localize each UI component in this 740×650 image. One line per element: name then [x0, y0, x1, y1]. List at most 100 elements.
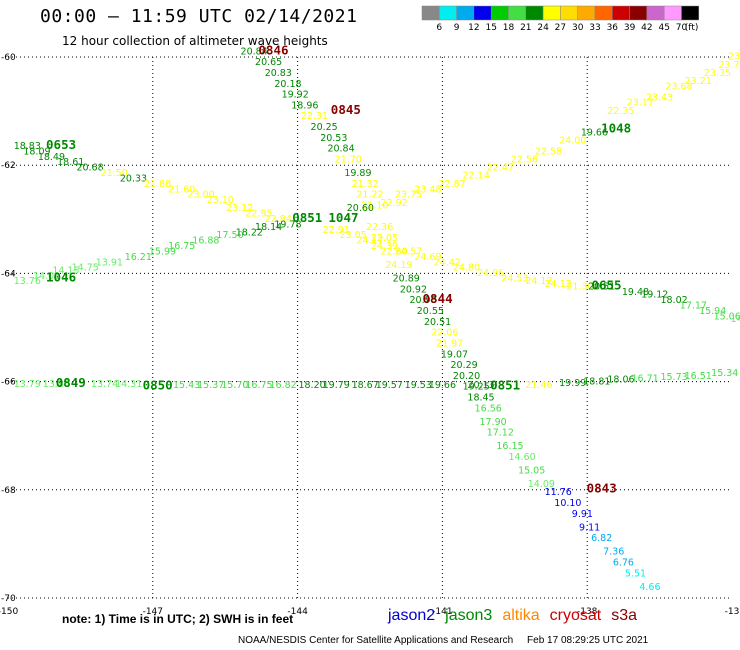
color-scale-label: 70: [676, 23, 688, 33]
swh-value: 21.32: [352, 179, 379, 190]
swh-value: 19.53: [405, 380, 432, 391]
swh-value: 20.92: [400, 284, 427, 295]
swh-value: 21.50: [101, 168, 128, 179]
swh-value: 20.29: [451, 360, 478, 371]
swh-value: 22.58: [535, 146, 562, 157]
swh-value: 15.94: [699, 306, 726, 317]
swh-value: 22.91: [323, 225, 350, 236]
swh-value: 16.88: [192, 236, 219, 247]
mission-altika: altika: [502, 607, 540, 624]
swh-value: 24.80: [453, 263, 480, 274]
swh-value: 22.35: [607, 106, 634, 117]
color-scale-swatch: [439, 5, 457, 21]
color-scale-label: 18: [503, 23, 515, 33]
color-scale-unit: (ft): [685, 23, 699, 33]
mission-legend: jason2 jason3 altika cryosat s3a: [388, 607, 647, 625]
swh-value: 13.79: [14, 379, 41, 390]
swh-value: 20.65: [255, 57, 282, 68]
swh-value: 9.91: [572, 509, 593, 520]
swh-value: 15.34: [711, 368, 738, 379]
swh-value: 19.89: [344, 168, 371, 179]
y-tick-label: -70: [1, 594, 16, 604]
swh-value: 9.11: [579, 522, 600, 533]
swh-value: 7.36: [603, 547, 624, 558]
color-scale-swatch: [594, 5, 613, 21]
swh-value: 22.95: [245, 209, 272, 220]
footer-note: note: 1) Time is in UTC; 2) SWH is in fe…: [62, 612, 294, 626]
swh-value: 20.18: [274, 79, 301, 90]
swh-value: 21.60: [168, 184, 195, 195]
swh-value: 16.75: [245, 380, 272, 391]
swh-value: 19.78: [274, 219, 301, 230]
swh-value: 15.73: [660, 372, 687, 383]
swh-value: 15.05: [518, 466, 545, 477]
swh-value: 23.75: [395, 190, 422, 201]
swh-value: 19.57: [376, 380, 403, 391]
swh-value: 20.84: [241, 46, 268, 57]
swh-value: 18.09: [23, 146, 50, 157]
swh-value: 14.60: [508, 452, 535, 463]
color-scale-swatch: [629, 5, 648, 21]
swh-value: 23.76: [718, 60, 740, 71]
swh-value: 14.31: [115, 379, 142, 390]
color-scale-swatch: [525, 5, 544, 21]
swh-value: 5.51: [625, 568, 646, 579]
color-scale-label: 9: [454, 23, 460, 33]
swh-value: 13.74: [91, 379, 118, 390]
pass-time-label: 0849: [56, 375, 86, 390]
pass-time-labels: 0846 0845 0653 1048 0851 1047 1046 0844 0655 0849…: [46, 42, 631, 495]
swh-value: 19.66: [581, 127, 608, 138]
chart-title: 00:00 – 11:59 UTC 02/14/2021: [40, 6, 358, 27]
pass-time-label: 0844: [423, 291, 453, 306]
color-scale-legend: 6 9 12 15 18 21 24 27 30 33 36 39 42 45 70(ft): [421, 5, 700, 33]
color-scale-swatch: [612, 5, 630, 21]
swh-value: 17.50: [216, 230, 243, 241]
pass-time-label: 0851: [292, 210, 322, 225]
swh-value: 21.10: [361, 200, 388, 211]
pass-time-label: 1047: [328, 210, 358, 225]
swh-value: 17.90: [479, 417, 506, 428]
color-scale-swatch: [663, 5, 682, 21]
swh-value: 23.21: [685, 76, 712, 87]
swh-value: 22.05: [371, 233, 398, 244]
swh-value: 18.20: [298, 380, 325, 391]
series-track-0653-descending: 18.8318.0918.4918.6120.6821.5020.3321.88…: [14, 141, 740, 325]
swh-value: 20.20: [453, 371, 480, 382]
mission-jason2: jason2: [388, 607, 436, 624]
color-scale-label: 24: [537, 23, 549, 33]
swh-value: 18.61: [57, 157, 84, 168]
swh-value: 4.66: [639, 582, 660, 593]
y-tick-label: -62: [1, 161, 16, 171]
y-tick-label: -66: [1, 378, 16, 388]
color-scale-label: 15: [485, 23, 496, 33]
grid-lines: [8, 56, 732, 599]
color-scale-label: 27: [555, 23, 566, 33]
swh-value: 15.70: [221, 380, 248, 391]
swh-value: 20.84: [327, 144, 354, 155]
swh-value: 18.83: [14, 141, 41, 152]
swh-value: 16.21: [125, 252, 152, 263]
swh-value: 23.10: [207, 195, 234, 206]
x-tick-label: -147: [143, 607, 163, 617]
swh-value: 13.80: [43, 379, 70, 390]
swh-value: 24.57: [395, 246, 422, 257]
swh-value: 22.36: [366, 222, 393, 233]
swh-value: 18.49: [38, 152, 65, 163]
swh-value: 23.68: [665, 81, 692, 92]
color-scale-label: 33: [589, 23, 600, 33]
swh-value: 23.35: [704, 68, 731, 79]
swh-value: 21.22: [356, 190, 383, 201]
swh-value: 24.00: [559, 136, 586, 147]
swh-value: 18.22: [236, 228, 263, 239]
mission-cryosat: cryosat: [549, 607, 602, 624]
swh-value: 16.56: [475, 403, 502, 414]
pass-time-label: 0653: [46, 137, 76, 152]
swh-value: 14.89: [730, 314, 740, 325]
pass-time-label: 0846: [258, 42, 288, 57]
swh-value: 14.09: [528, 479, 555, 490]
swh-value: 23.43: [646, 92, 673, 103]
pass-time-label: 0845: [331, 102, 361, 117]
